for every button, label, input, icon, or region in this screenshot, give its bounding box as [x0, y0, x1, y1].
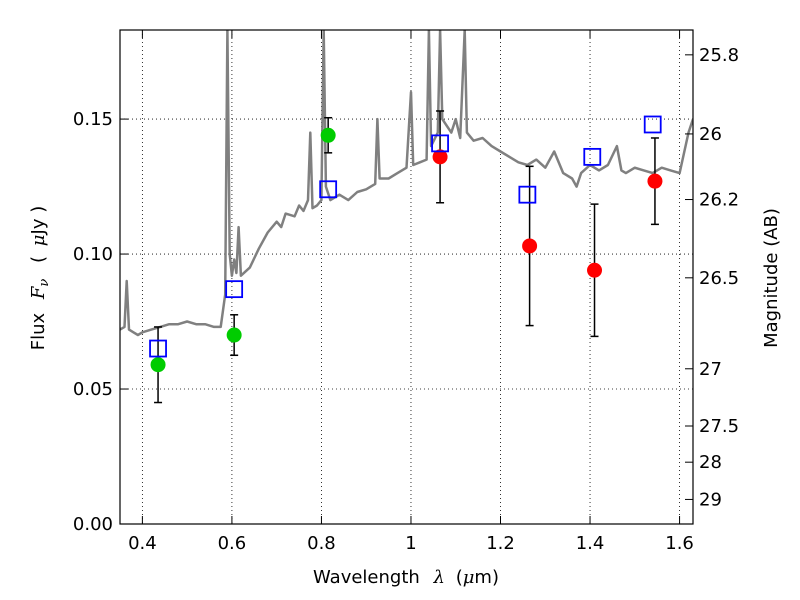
- model-photometry-square: [643, 115, 662, 134]
- y-axis-symbol: F: [28, 285, 49, 300]
- y-axis-symbol-sub: ν: [37, 279, 52, 287]
- right-tick-label: 27: [699, 359, 722, 380]
- x-axis-ticks: 0.4 0.6 0.8 1 1.2 1.4 1.6: [128, 30, 694, 554]
- x-axis-unit-rest: m): [474, 567, 499, 588]
- nir-data-point: [432, 149, 448, 165]
- optical-data-point: [226, 327, 242, 343]
- model-photometry-square: [225, 280, 244, 299]
- optical-data-point: [320, 127, 336, 143]
- model-photometry-square: [583, 147, 602, 166]
- grid-lines: [120, 30, 693, 524]
- x-tick-label: 0.4: [128, 533, 157, 554]
- model-photometry-square: [149, 339, 167, 358]
- plot-frame: [119, 29, 694, 525]
- model-photometry-square: [518, 185, 537, 204]
- right-tick-label: 26.5: [699, 268, 739, 289]
- right-tick-label: 28: [699, 452, 722, 473]
- x-tick-label: 1.2: [486, 533, 515, 554]
- y-tick-label: 0.00: [73, 514, 113, 535]
- right-tick-label: 26: [699, 124, 722, 145]
- nir-points-layer: [432, 149, 663, 278]
- right-tick-label: 27.5: [699, 416, 739, 437]
- right-tick-label: 26.2: [699, 190, 739, 211]
- right-tick-label: 25.8: [699, 45, 739, 66]
- y-axis-unit-open: (: [28, 256, 49, 263]
- nir-data-point: [647, 173, 663, 189]
- model-spectrum-line: [120, 30, 693, 337]
- y-axis-ticks: 0.00 0.05 0.10 0.15: [73, 109, 128, 535]
- nir-data-point: [522, 238, 538, 254]
- right-tick-label: 29: [699, 489, 722, 510]
- x-axis-label-text: Wavelength: [313, 567, 420, 588]
- y-axis-label-text: Flux: [28, 312, 49, 350]
- optical-points-layer: [150, 127, 336, 373]
- x-axis-unit-open: (: [456, 567, 463, 588]
- x-tick-label: 0.6: [218, 533, 247, 554]
- nir-data-point: [587, 262, 603, 278]
- y-tick-label: 0.10: [73, 244, 113, 265]
- model-spectrum-layer: [120, 30, 693, 337]
- x-axis-unit-mu: μ: [463, 567, 475, 588]
- right-axis-ticks: 25.8 26 26.2 26.5 27 27.5 28 29: [685, 45, 739, 510]
- right-axis-title: Magnitude (AB): [761, 208, 782, 348]
- y-tick-label: 0.05: [73, 379, 113, 400]
- x-axis-symbol: λ: [433, 567, 445, 588]
- model-photometry-square: [319, 180, 338, 199]
- x-axis-title: Wavelength λ (μm): [313, 567, 499, 588]
- x-tick-label: 1.4: [576, 533, 605, 554]
- y-tick-label: 0.15: [73, 109, 113, 130]
- y-axis-unit-mu: μ: [28, 234, 49, 246]
- y-axis-unit-rest: Jy ): [28, 206, 49, 236]
- x-tick-label: 1.6: [665, 533, 694, 554]
- model-photometry-layer: [149, 115, 662, 358]
- y-axis-title: Flux Fν ( μJy ): [28, 206, 53, 350]
- optical-data-point: [150, 357, 166, 373]
- x-tick-label: 0.8: [307, 533, 336, 554]
- x-tick-label: 1: [405, 533, 416, 554]
- model-photometry-square: [431, 134, 449, 153]
